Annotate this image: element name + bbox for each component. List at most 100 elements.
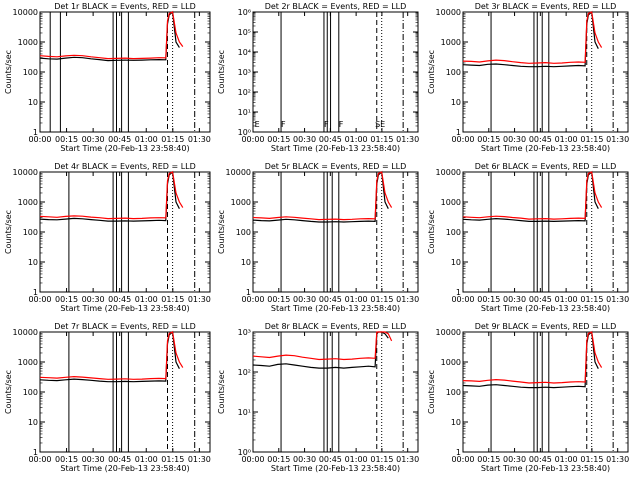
x-tick-label: 00:30 — [503, 455, 526, 464]
series-line — [252, 170, 389, 223]
event-letter-marker: SE — [375, 120, 385, 129]
y-tick-label: 100 — [23, 388, 38, 397]
x-tick-label: 00:15 — [267, 135, 290, 144]
chart-title: Det 8r BLACK = Events, RED = LLD — [265, 322, 407, 331]
y-tick-label: 100 — [23, 68, 38, 77]
y-tick-label: 10 — [451, 418, 461, 427]
x-tick-label: 01:15 — [580, 295, 603, 304]
x-tick-label: 00:15 — [477, 135, 500, 144]
x-tick-label: 01:15 — [580, 135, 603, 144]
x-tick-label: 01:15 — [370, 295, 393, 304]
event-letter-marker: F — [281, 120, 286, 129]
y-tick-label: 1000 — [18, 38, 38, 47]
x-tick-label: 00:45 — [319, 295, 342, 304]
x-tick-label: 01:30 — [606, 455, 629, 464]
plot-frame — [462, 11, 629, 133]
y-tick-label: 100 — [236, 228, 251, 237]
y-axis-label: Counts/sec — [427, 370, 436, 414]
series-line — [462, 170, 599, 223]
chart-title: Det 3r BLACK = Events, RED = LLD — [475, 2, 617, 11]
x-tick-label: 00:45 — [529, 455, 552, 464]
y-tick-label: 10¹ — [238, 108, 251, 117]
x-tick-label: 00:00 — [28, 455, 51, 464]
x-tick-label: 01:15 — [370, 455, 393, 464]
x-tick-label: 00:30 — [293, 135, 316, 144]
series-line — [39, 10, 180, 62]
plot-frame — [39, 331, 211, 453]
plot-frame — [252, 171, 419, 293]
x-axis-label: Start Time (20-Feb-13 23:58:40) — [271, 464, 400, 473]
x-tick-label: 01:15 — [161, 295, 184, 304]
x-tick-label: 01:15 — [580, 455, 603, 464]
y-axis-label: Counts/sec — [217, 50, 226, 94]
x-axis-label: Start Time (20-Feb-13 23:58:40) — [481, 304, 610, 313]
y-tick-label: 10 — [451, 258, 461, 267]
plot-frame — [252, 331, 419, 453]
x-tick-label: 01:00 — [345, 135, 368, 144]
y-tick-label: 10 — [28, 98, 38, 107]
y-tick-label: 10⁰ — [238, 128, 251, 137]
x-axis-label: Start Time (20-Feb-13 23:58:40) — [271, 144, 400, 153]
chart-title: Det 2r BLACK = Events, RED = LLD — [265, 2, 407, 11]
y-tick-label: 10000 — [13, 328, 38, 337]
y-tick-label: 100 — [446, 388, 461, 397]
x-tick-label: 01:00 — [345, 455, 368, 464]
y-tick-label: 1000 — [441, 198, 461, 207]
y-tick-label: 1 — [33, 448, 38, 457]
x-tick-label: 00:45 — [108, 455, 131, 464]
series-line — [462, 11, 603, 64]
y-tick-label: 10 — [28, 418, 38, 427]
x-tick-label: 00:00 — [28, 295, 51, 304]
x-tick-label: 01:30 — [188, 295, 211, 304]
y-tick-label: 10000 — [436, 328, 461, 337]
x-tick-label: 00:00 — [451, 455, 474, 464]
x-tick-label: 00:00 — [241, 295, 264, 304]
x-tick-label: 01:15 — [161, 135, 184, 144]
y-tick-label: 1000 — [231, 198, 251, 207]
x-tick-label: 00:30 — [503, 135, 526, 144]
series-line — [39, 330, 180, 383]
y-axis-label: Counts/sec — [4, 210, 13, 254]
y-tick-label: 10⁰ — [238, 448, 251, 457]
x-tick-label: 00:15 — [267, 295, 290, 304]
series-line — [462, 10, 599, 68]
y-axis-label: Counts/sec — [427, 210, 436, 254]
y-tick-label: 10¹ — [238, 408, 251, 417]
x-tick-label: 01:00 — [555, 295, 578, 304]
y-tick-label: 10³ — [238, 68, 251, 77]
plot-frame — [39, 171, 211, 293]
y-tick-label: 1000 — [441, 358, 461, 367]
chart-title: Det 9r BLACK = Events, RED = LLD — [475, 322, 617, 331]
y-tick-label: 1 — [456, 448, 461, 457]
x-tick-label: 00:45 — [319, 455, 342, 464]
series-line — [39, 170, 180, 222]
y-tick-label: 10000 — [436, 8, 461, 17]
series-line — [39, 11, 184, 60]
y-tick-label: 1 — [456, 288, 461, 297]
y-tick-label: 10³ — [238, 328, 251, 337]
x-axis-label: Start Time (20-Feb-13 23:58:40) — [60, 464, 189, 473]
x-tick-label: 00:00 — [28, 135, 51, 144]
series-line — [462, 330, 599, 389]
y-tick-label: 100 — [446, 68, 461, 77]
x-tick-label: 00:30 — [82, 295, 105, 304]
plot-frame — [462, 171, 629, 293]
x-tick-label: 00:30 — [293, 455, 316, 464]
y-tick-label: 10 — [241, 258, 251, 267]
y-axis-label: Counts/sec — [4, 370, 13, 414]
x-tick-label: 01:30 — [396, 455, 419, 464]
y-tick-label: 10000 — [436, 168, 461, 177]
y-axis-label: Counts/sec — [217, 210, 226, 254]
x-tick-label: 01:30 — [396, 295, 419, 304]
x-tick-label: 00:15 — [267, 455, 290, 464]
series-line — [39, 171, 184, 220]
chart-panel: Det 1r BLACK = Events, RED = LLD 00:00 00:… — [4, 2, 211, 153]
y-tick-label: 1 — [33, 288, 38, 297]
chart-panel: Det 9r BLACK = Events, RED = LLD 00:00 00:… — [427, 322, 629, 473]
series-line — [462, 171, 603, 220]
x-tick-label: 00:30 — [82, 455, 105, 464]
chart-title: Det 6r BLACK = Events, RED = LLD — [475, 162, 617, 171]
